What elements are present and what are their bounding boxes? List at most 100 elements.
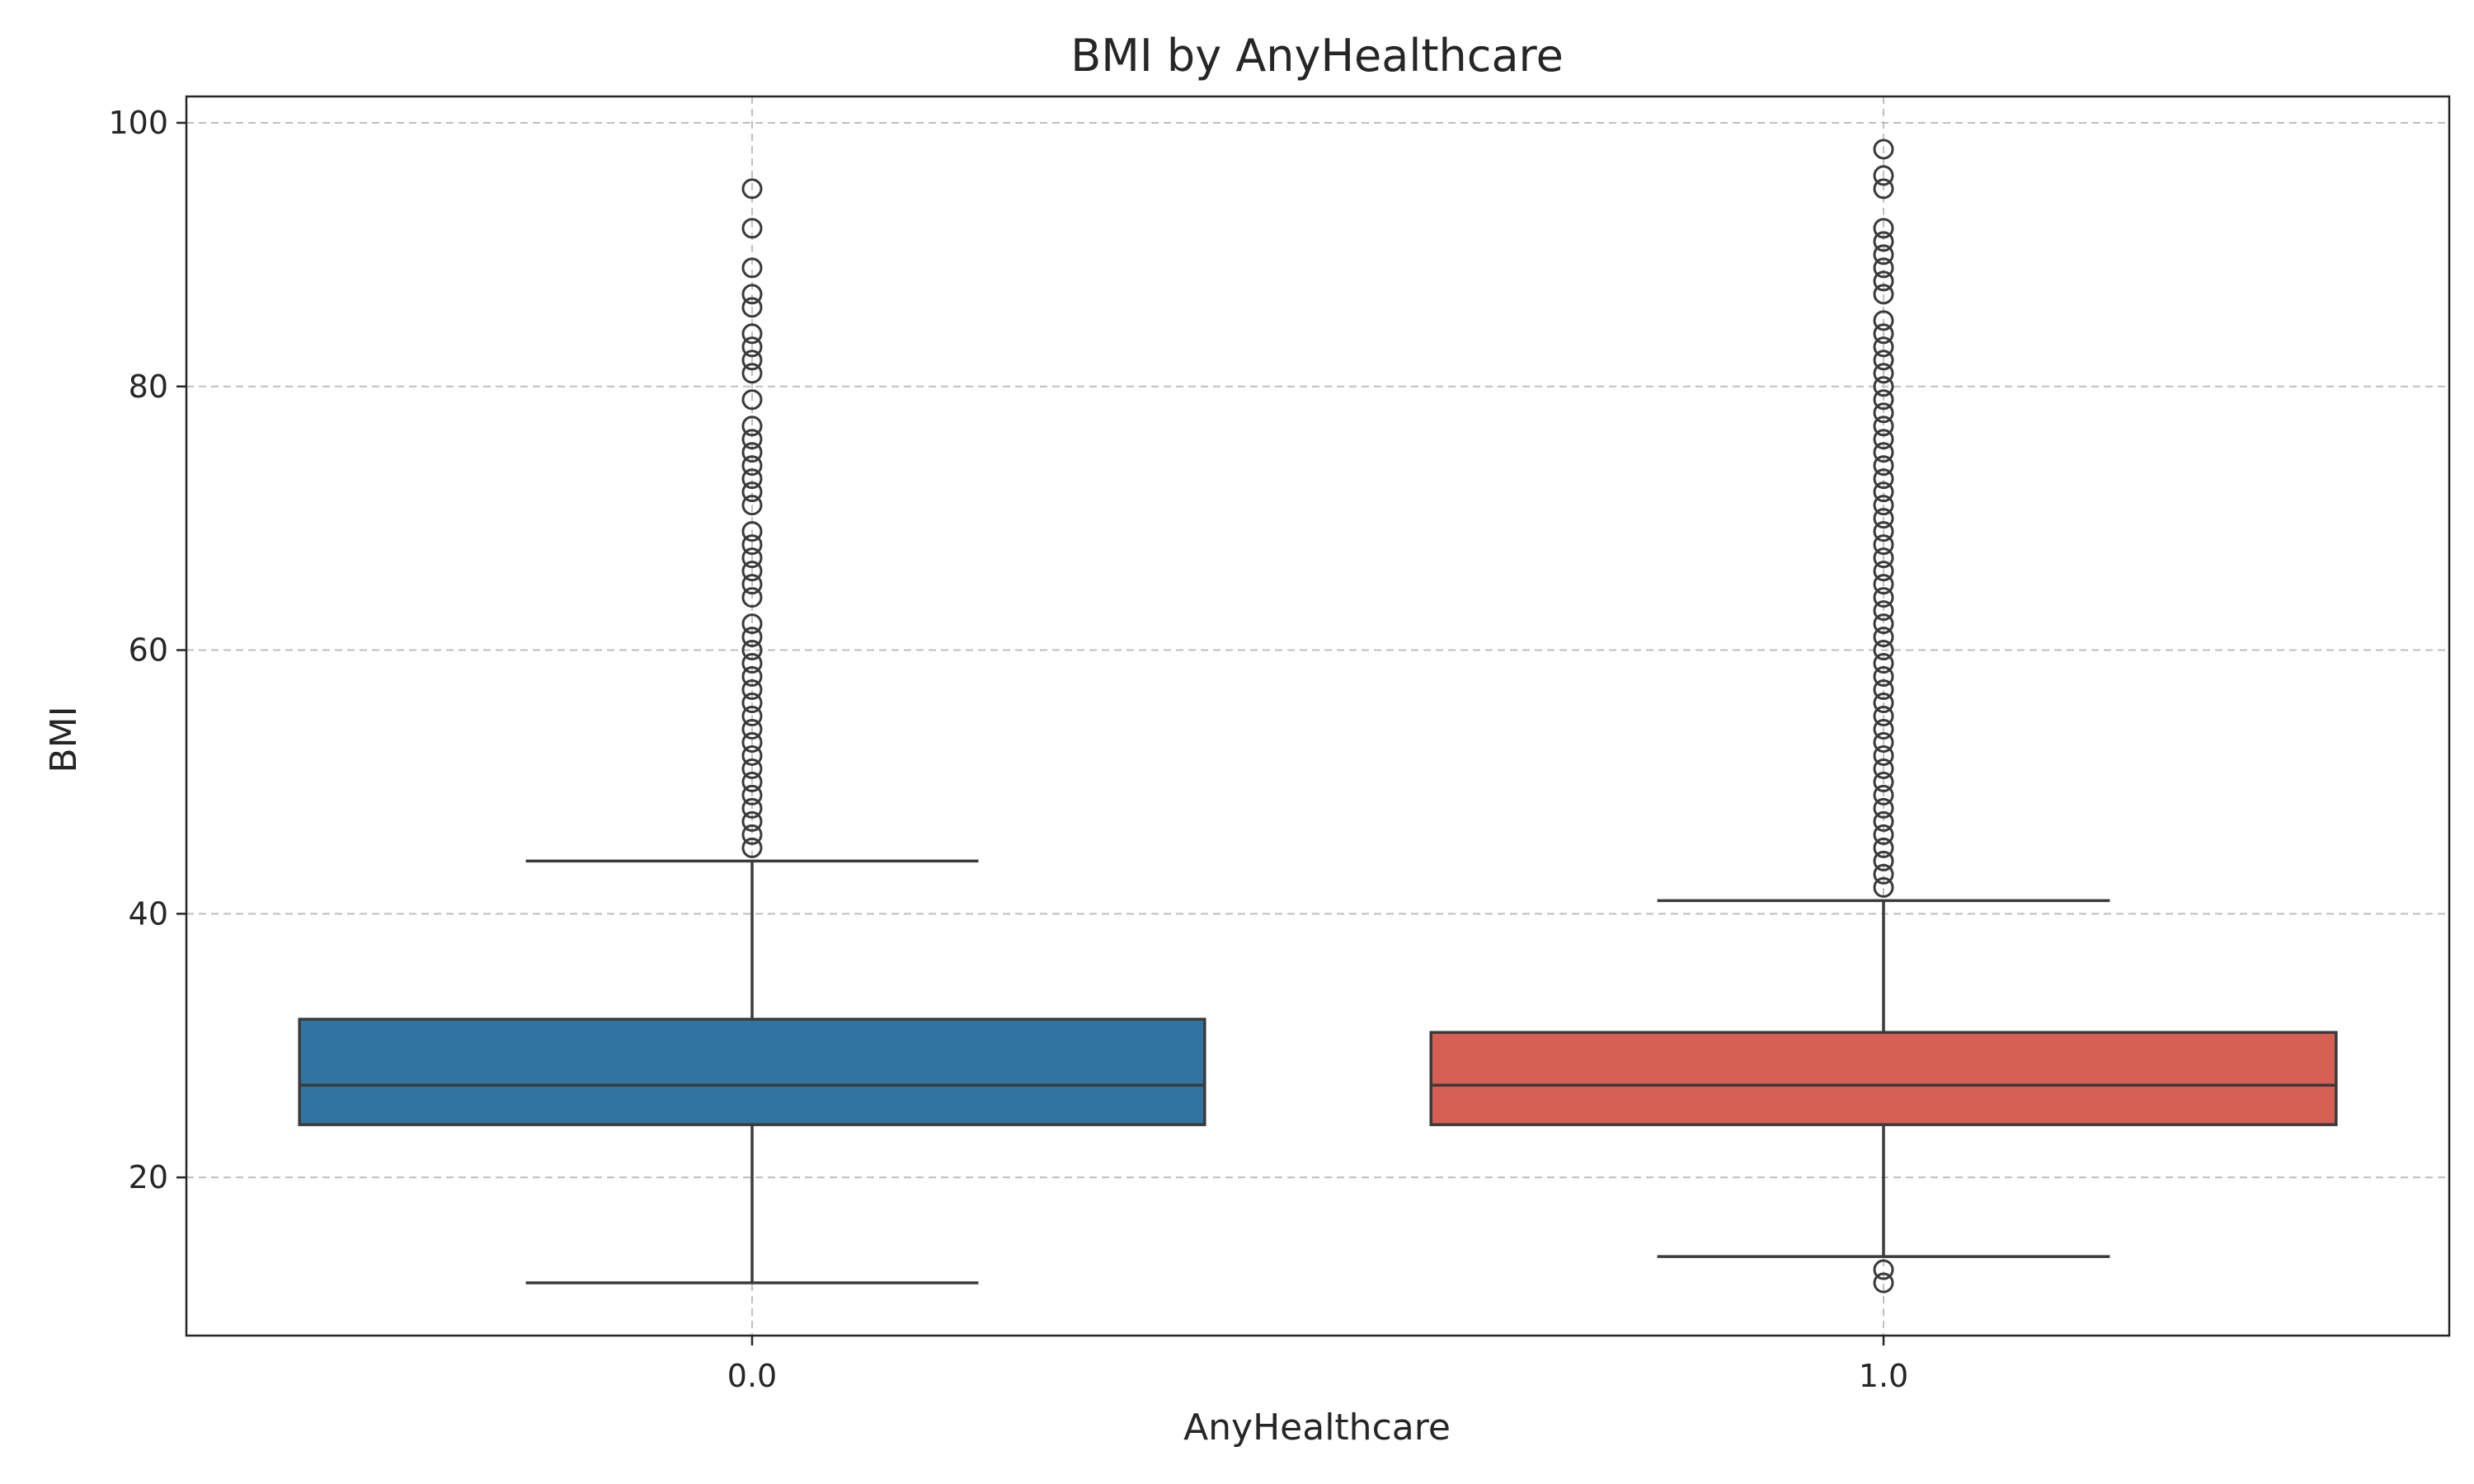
outlier-point: [1873, 270, 1894, 292]
outlier-point: [1873, 876, 1894, 898]
y-tick-label: 40: [129, 895, 168, 932]
outlier-point: [741, 416, 763, 437]
outlier-point: [1873, 758, 1894, 779]
axes: 20 40 60 80 100 0.0 1.0: [108, 105, 1908, 1394]
outlier-point: [741, 297, 763, 318]
outlier-point: [1873, 442, 1894, 463]
outlier-point: [741, 178, 763, 200]
outlier-point: [1873, 257, 1894, 279]
outlier-point: [1873, 784, 1894, 805]
outlier-point: [1873, 218, 1894, 239]
outlier-point: [741, 824, 763, 845]
outlier-point: [741, 718, 763, 740]
outlier-point: [1873, 810, 1894, 832]
outlier-point: [1873, 310, 1894, 331]
gridlines: [186, 96, 2449, 1336]
outlier-point: [1873, 455, 1894, 477]
outlier-point: [1873, 1272, 1894, 1294]
outlier-point: [1873, 627, 1894, 648]
chart-title: BMI by AnyHealthcare: [1070, 30, 1564, 82]
outlier-point: [741, 521, 763, 542]
y-tick-label: 60: [129, 632, 168, 669]
outlier-point: [1873, 165, 1894, 186]
outlier-point: [741, 257, 763, 279]
outlier-point: [741, 323, 763, 345]
outlier-point: [1873, 468, 1894, 490]
outlier-point: [1873, 640, 1894, 661]
x-tick-label: 1.0: [1859, 1358, 1908, 1394]
outlier-point: [1873, 402, 1894, 424]
outlier-point: [1873, 416, 1894, 437]
outlier-point: [1873, 771, 1894, 792]
outlier-point: [1873, 350, 1894, 371]
outlier-point: [741, 613, 763, 635]
outlier-point: [1873, 837, 1894, 858]
outlier-point: [741, 336, 763, 358]
outlier-point: [1873, 376, 1894, 397]
outlier-point: [1873, 600, 1894, 622]
outlier-point: [1873, 613, 1894, 635]
outlier-point: [741, 350, 763, 371]
plot-marks: [298, 139, 2338, 1294]
outlier-point: [741, 771, 763, 792]
outlier-point: [1873, 666, 1894, 688]
outlier-point: [1873, 1259, 1894, 1280]
outlier-point: [741, 561, 763, 582]
outlier-point: [1873, 863, 1894, 885]
outlier-point: [1873, 323, 1894, 345]
outlier-point: [741, 363, 763, 384]
outlier-point: [741, 468, 763, 490]
outlier-point: [1873, 231, 1894, 252]
outlier-point: [1873, 587, 1894, 608]
outlier-point: [741, 640, 763, 661]
x-axis-label: AnyHealthcare: [1183, 1407, 1451, 1449]
outlier-point: [1873, 521, 1894, 542]
y-tick-label: 80: [129, 369, 168, 405]
outlier-point: [1873, 547, 1894, 569]
outlier-point: [741, 429, 763, 450]
outlier-point: [1873, 284, 1894, 305]
outlier-point: [741, 744, 763, 766]
outlier-point: [1873, 336, 1894, 358]
outlier-point: [741, 534, 763, 556]
outlier-point: [1873, 731, 1894, 753]
y-axis-label: BMI: [43, 706, 85, 773]
box-group-0.0: [298, 178, 1206, 1284]
outlier-point: [741, 797, 763, 819]
outlier-point: [1873, 718, 1894, 740]
outlier-point: [741, 442, 763, 463]
outlier-point: [1873, 574, 1894, 595]
outlier-point: [1873, 429, 1894, 450]
outlier-point: [1873, 389, 1894, 411]
outlier-point: [741, 758, 763, 779]
outlier-point: [741, 284, 763, 305]
outlier-point: [1873, 824, 1894, 845]
outlier-point: [741, 495, 763, 516]
outlier-point: [1873, 744, 1894, 766]
box-group-1.0: [1429, 139, 2338, 1294]
outlier-point: [741, 784, 763, 805]
outlier-point: [1873, 679, 1894, 701]
outlier-point: [741, 731, 763, 753]
outlier-point: [741, 587, 763, 608]
outlier-point: [741, 679, 763, 701]
outlier-point: [741, 627, 763, 648]
outlier-point: [1873, 797, 1894, 819]
outlier-point: [741, 706, 763, 726]
iqr-box: [1429, 1031, 2338, 1126]
outlier-point: [1873, 495, 1894, 516]
outlier-point: [1873, 363, 1894, 384]
outlier-point: [741, 218, 763, 239]
outlier-point: [741, 574, 763, 595]
y-tick-label: 100: [108, 105, 168, 141]
outlier-point: [741, 666, 763, 688]
outlier-point: [1873, 706, 1894, 726]
outlier-point: [741, 547, 763, 569]
outlier-point: [741, 481, 763, 503]
outlier-point: [1873, 178, 1894, 200]
outlier-point: [1873, 693, 1894, 714]
outlier-point: [1873, 653, 1894, 674]
outlier-point: [1873, 244, 1894, 265]
